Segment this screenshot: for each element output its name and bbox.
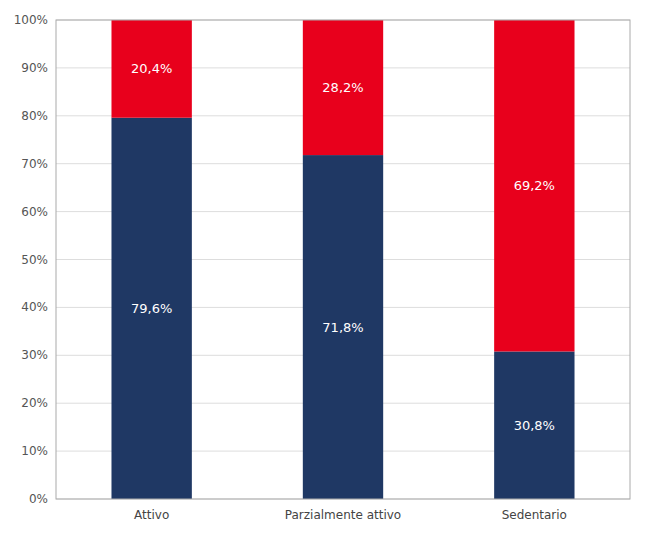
y-tick-label: 70%: [21, 157, 48, 171]
chart: 0% 10% 20% 30% 40% 50% 60% 70% 80% 90% 100% 79,6% 71…: [0, 0, 648, 543]
bar-segment: [111, 118, 191, 499]
plot-frame: [56, 20, 630, 499]
x-axis: Attivo Parzialmente attivo Sedentario: [134, 508, 567, 522]
bar-segment: [303, 20, 383, 155]
data-label: 30,8%: [514, 418, 555, 433]
y-axis: 0% 10% 20% 30% 40% 50% 60% 70% 80% 90% 100%: [14, 13, 630, 506]
bar-segment: [303, 155, 383, 499]
chart-container: 0% 10% 20% 30% 40% 50% 60% 70% 80% 90% 100% 79,6% 71…: [0, 0, 648, 543]
data-label: 28,2%: [322, 80, 363, 95]
y-tick-label: 40%: [21, 300, 48, 314]
y-tick-label: 100%: [14, 13, 48, 27]
bar-segment: [111, 20, 191, 118]
data-labels: 79,6% 71,8% 30,8% 20,4% 28,2% 69,2%: [131, 61, 555, 432]
bars: [111, 20, 574, 499]
x-tick-label: Parzialmente attivo: [285, 508, 401, 522]
data-label: 79,6%: [131, 301, 172, 316]
y-tick-label: 20%: [21, 396, 48, 410]
y-tick-label: 90%: [21, 61, 48, 75]
data-label: 69,2%: [514, 178, 555, 193]
bar-segment: [494, 20, 574, 351]
y-tick-label: 50%: [21, 253, 48, 267]
x-tick-label: Attivo: [134, 508, 169, 522]
data-label: 20,4%: [131, 61, 172, 76]
x-tick-label: Sedentario: [502, 508, 567, 522]
y-tick-label: 80%: [21, 109, 48, 123]
y-tick-label: 60%: [21, 205, 48, 219]
bar-segment: [494, 351, 574, 499]
y-tick-label: 0%: [29, 492, 48, 506]
y-tick-label: 30%: [21, 348, 48, 362]
y-tick-label: 10%: [21, 444, 48, 458]
data-label: 71,8%: [322, 320, 363, 335]
